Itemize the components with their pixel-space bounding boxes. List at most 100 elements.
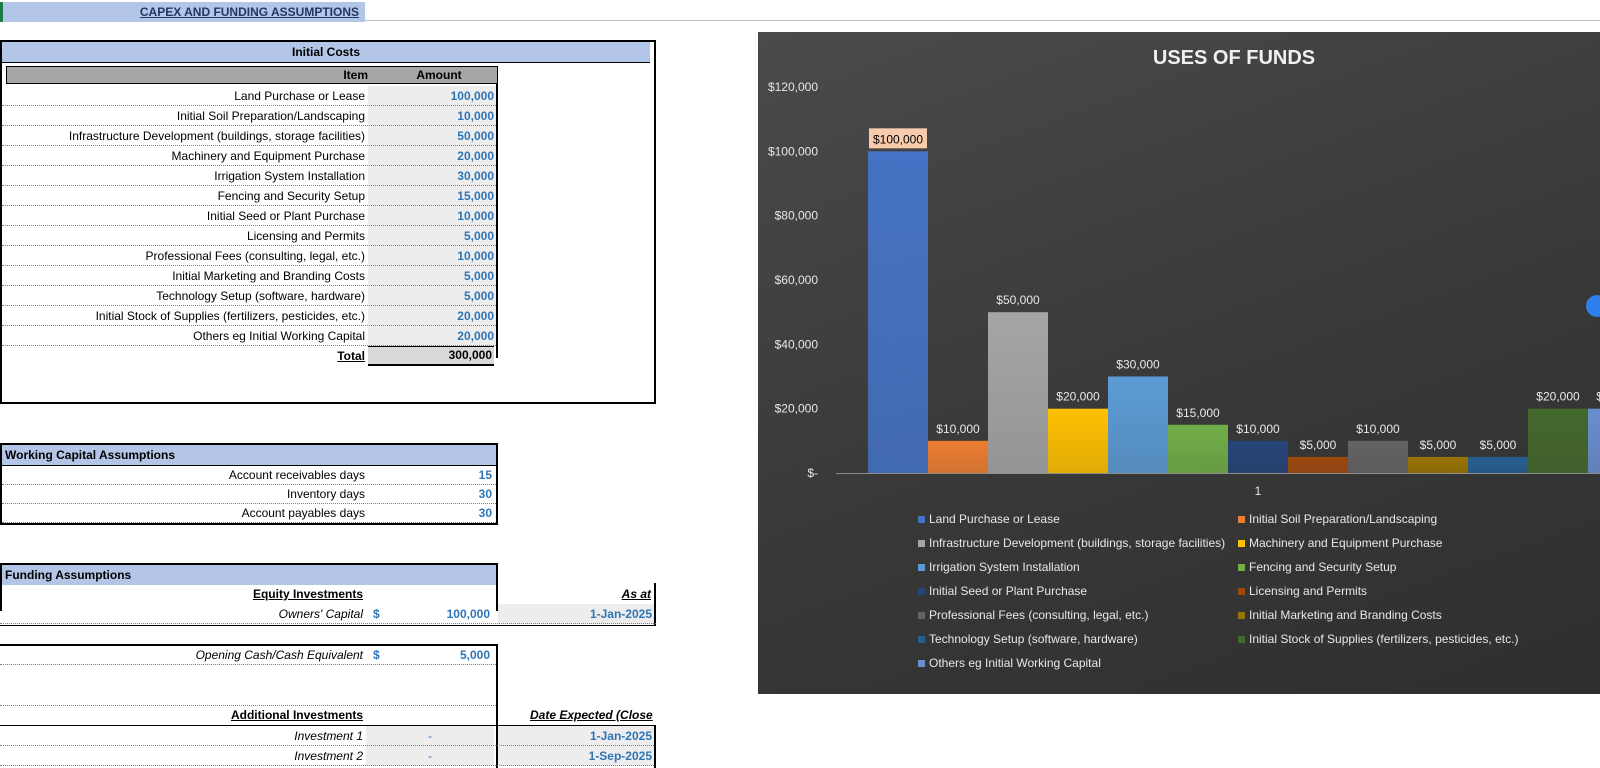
- owners-capital-date[interactable]: 1-Jan-2025: [498, 604, 654, 624]
- legend-entry[interactable]: Technology Setup (software, hardware): [918, 631, 1138, 647]
- cost-amount[interactable]: 10,000: [368, 246, 496, 266]
- cost-item-label[interactable]: Licensing and Permits: [246, 229, 365, 243]
- sheet-title[interactable]: CAPEX AND FUNDING ASSUMPTIONS: [0, 2, 365, 22]
- legend-entry[interactable]: Licensing and Permits: [1238, 583, 1367, 599]
- cost-item-label[interactable]: Land Purchase or Lease: [234, 89, 365, 103]
- legend-swatch-icon: [918, 516, 925, 524]
- cash-section: [0, 644, 498, 768]
- cost-item-label[interactable]: Others eg Initial Working Capital: [193, 329, 365, 343]
- funding-heading[interactable]: Funding Assumptions: [2, 565, 496, 585]
- cost-amount[interactable]: 15,000: [368, 186, 496, 206]
- owners-capital-currency[interactable]: $: [373, 607, 380, 621]
- cost-item-label[interactable]: Initial Stock of Supplies (fertilizers, …: [95, 309, 365, 323]
- cost-item-label[interactable]: Initial Seed or Plant Purchase: [206, 209, 365, 223]
- legend-entry[interactable]: Machinery and Equipment Purchase: [1238, 535, 1442, 551]
- uses-of-funds-chart[interactable]: USES OF FUNDS $- $20,000 $40,000 $60,000 $80,…: [758, 32, 1600, 694]
- cost-amount[interactable]: 30,000: [368, 166, 496, 186]
- bar-13[interactable]: [1588, 408, 1600, 473]
- bar-5[interactable]: [1108, 376, 1168, 474]
- bar-8[interactable]: [1288, 456, 1348, 473]
- cost-amount[interactable]: 100,000: [368, 86, 496, 106]
- bar-4[interactable]: [1048, 408, 1108, 473]
- additional-investments-label[interactable]: Additional Investments: [230, 708, 363, 722]
- working-capital-heading[interactable]: Working Capital Assumptions: [2, 445, 496, 466]
- cost-amount[interactable]: 5,000: [368, 266, 496, 286]
- cost-item-label[interactable]: Fencing and Security Setup: [217, 189, 365, 203]
- cost-amount[interactable]: 5,000: [368, 226, 496, 246]
- cost-amount[interactable]: 20,000: [368, 146, 496, 166]
- investment-value[interactable]: -: [366, 746, 494, 766]
- bar-2[interactable]: [928, 440, 988, 473]
- legend-entry[interactable]: Fencing and Security Setup: [1238, 559, 1396, 575]
- chart-title[interactable]: USES OF FUNDS: [1153, 47, 1315, 69]
- investment-date[interactable]: 1-Sep-2025: [498, 746, 654, 766]
- bar-11[interactable]: [1468, 456, 1528, 473]
- bar-data-label: $30,000: [1116, 358, 1160, 372]
- cost-amount[interactable]: 10,000: [368, 206, 496, 226]
- legend-label: Initial Stock of Supplies (fertilizers, …: [1249, 632, 1519, 646]
- legend-entry[interactable]: Professional Fees (consulting, legal, et…: [918, 607, 1148, 623]
- investment-label[interactable]: Investment 2: [294, 749, 363, 763]
- wc-label[interactable]: Account payables days: [241, 506, 365, 520]
- cost-row: Initial Stock of Supplies (fertilizers, …: [2, 306, 498, 326]
- bar-10[interactable]: [1408, 456, 1468, 473]
- legend-entry[interactable]: Irrigation System Installation: [918, 559, 1080, 575]
- wc-label[interactable]: Account receivables days: [228, 468, 365, 482]
- date-expected-label[interactable]: Date Expected (Close: [530, 708, 653, 722]
- legend-entry[interactable]: Infrastructure Development (buildings, s…: [918, 535, 1225, 551]
- legend-entry[interactable]: Initial Soil Preparation/Landscaping: [1238, 511, 1437, 527]
- row-divider: [2, 145, 496, 146]
- bar-data-label: $50,000: [996, 293, 1040, 307]
- bar-1[interactable]: [868, 151, 928, 473]
- bar-3[interactable]: [988, 312, 1048, 473]
- wc-value[interactable]: 30: [478, 487, 492, 501]
- bar-12[interactable]: [1528, 408, 1588, 473]
- cost-item-label[interactable]: Technology Setup (software, hardware): [156, 289, 365, 303]
- initial-costs-heading[interactable]: Initial Costs: [2, 42, 650, 63]
- row-divider: [2, 185, 496, 186]
- cost-amount[interactable]: 20,000: [368, 326, 496, 346]
- bar-9[interactable]: [1348, 440, 1408, 473]
- cost-item-label[interactable]: Irrigation System Installation: [214, 169, 365, 183]
- cost-amount[interactable]: 5,000: [368, 286, 496, 306]
- cost-item-label[interactable]: Machinery and Equipment Purchase: [171, 149, 365, 163]
- row-divider: [2, 484, 496, 485]
- legend-entry[interactable]: Initial Seed or Plant Purchase: [918, 583, 1087, 599]
- bar-6[interactable]: [1168, 424, 1228, 473]
- bar-7[interactable]: [1228, 440, 1288, 473]
- legend-swatch-icon: [1238, 540, 1245, 548]
- cost-item-label[interactable]: Professional Fees (consulting, legal, et…: [145, 249, 365, 263]
- y-tick-label: $80,000: [775, 209, 819, 223]
- bar-data-label: $15,000: [1176, 406, 1220, 420]
- legend-entry[interactable]: Initial Marketing and Branding Costs: [1238, 607, 1442, 623]
- investment-value[interactable]: -: [366, 726, 494, 746]
- opening-cash-value[interactable]: 5,000: [459, 648, 490, 662]
- legend-swatch-icon: [918, 540, 925, 548]
- equity-investments-label[interactable]: Equity Investments: [252, 587, 363, 601]
- cost-row: Initial Marketing and Branding Costs $ 5…: [2, 266, 498, 286]
- cost-amount[interactable]: 20,000: [368, 306, 496, 326]
- cost-item-label[interactable]: Initial Soil Preparation/Landscaping: [176, 109, 365, 123]
- cost-item-label[interactable]: Initial Marketing and Branding Costs: [172, 269, 365, 283]
- scroll-handle-icon[interactable]: [1586, 295, 1600, 317]
- owners-capital-label[interactable]: Owners' Capital: [278, 607, 363, 621]
- legend-entry[interactable]: Others eg Initial Working Capital: [918, 655, 1101, 671]
- wc-value[interactable]: 15: [478, 468, 492, 482]
- cost-amount[interactable]: 10,000: [368, 106, 496, 126]
- wc-label[interactable]: Inventory days: [286, 487, 365, 501]
- cost-amount[interactable]: 50,000: [368, 126, 496, 146]
- opening-cash-label[interactable]: Opening Cash/Cash Equivalent: [195, 648, 363, 662]
- wc-value[interactable]: 30: [478, 506, 492, 520]
- owners-capital-value[interactable]: 100,000: [446, 607, 490, 621]
- as-at-label[interactable]: As at: [621, 587, 651, 601]
- legend-entry[interactable]: Land Purchase or Lease: [918, 511, 1060, 527]
- cost-item-label[interactable]: Infrastructure Development (buildings, s…: [68, 129, 365, 143]
- col-amount-header[interactable]: Amount: [416, 68, 462, 82]
- total-label[interactable]: Total: [337, 349, 365, 363]
- investment-date[interactable]: 1-Jan-2025: [498, 726, 654, 746]
- col-item-header[interactable]: Item: [343, 68, 368, 82]
- opening-cash-currency[interactable]: $: [373, 648, 380, 662]
- total-amount[interactable]: 300,000: [368, 346, 494, 366]
- legend-entry[interactable]: Initial Stock of Supplies (fertilizers, …: [1238, 631, 1518, 647]
- investment-label[interactable]: Investment 1: [294, 729, 363, 743]
